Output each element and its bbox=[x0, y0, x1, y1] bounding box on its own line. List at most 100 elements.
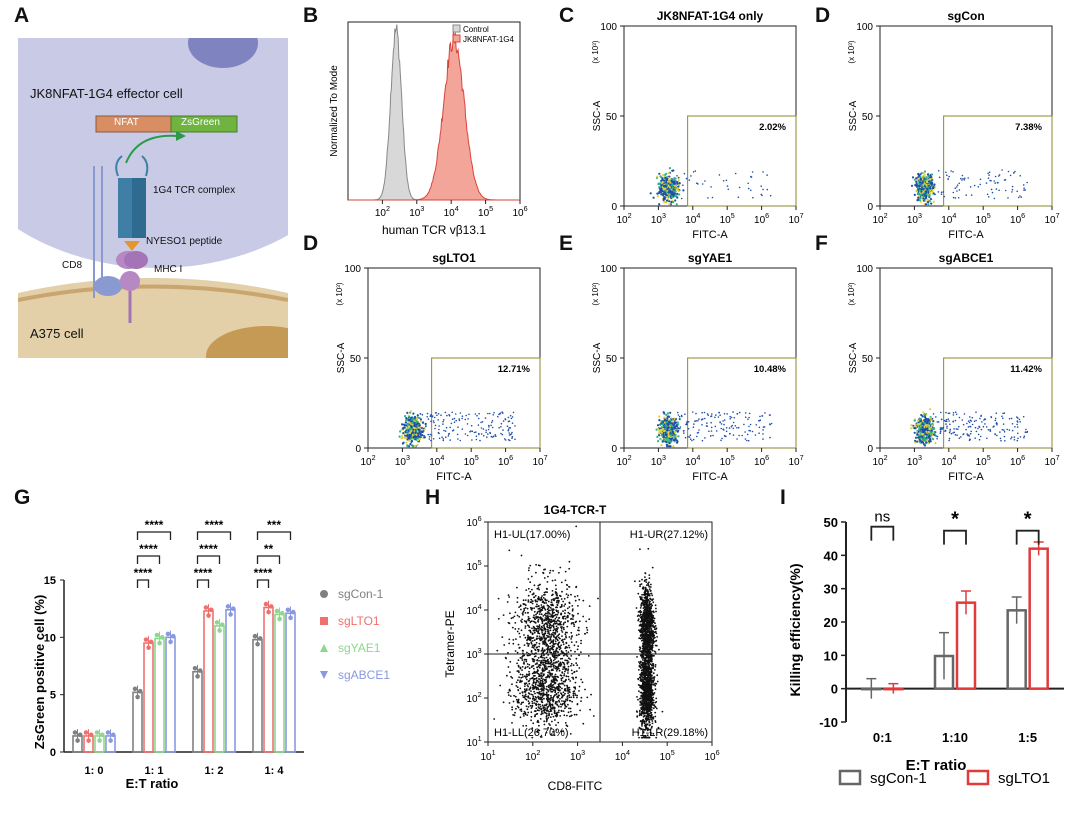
h-event-dot bbox=[541, 675, 543, 678]
g-bar bbox=[274, 613, 285, 753]
h-event-dot bbox=[555, 675, 557, 678]
flow-events bbox=[649, 167, 772, 206]
g-replicate-point bbox=[97, 738, 102, 743]
h-event-dot bbox=[533, 607, 535, 610]
h-event-dot bbox=[524, 599, 527, 601]
flow-event-dot bbox=[410, 437, 413, 440]
flow-event-dot bbox=[412, 436, 415, 439]
flow-gate bbox=[687, 357, 797, 449]
g-replicate-point bbox=[203, 605, 209, 610]
flow-event-dot bbox=[434, 427, 436, 430]
h-event-dot bbox=[546, 710, 548, 712]
flow-event-dot bbox=[930, 176, 933, 179]
h-event-dot bbox=[550, 696, 553, 699]
flow-event-dot bbox=[666, 415, 670, 418]
flow-event-dot bbox=[747, 418, 749, 420]
h-event-dot bbox=[515, 681, 518, 684]
flow-event-dot bbox=[658, 415, 661, 418]
cartoon-panel: JK8NFAT-1G4 effector cell NFAT ZsGreen 1… bbox=[18, 38, 288, 358]
flow-event-dot bbox=[986, 193, 989, 196]
h-event-dot bbox=[546, 651, 549, 654]
flow-event-dot bbox=[410, 440, 413, 443]
flow-event-dot bbox=[1017, 421, 1019, 423]
h-event-dot bbox=[526, 654, 529, 657]
flow-event-dot bbox=[418, 438, 421, 441]
flow-gate-percent: 7.38% bbox=[1015, 122, 1042, 133]
flow-event-dot bbox=[485, 429, 487, 432]
flow-event-dot bbox=[957, 428, 959, 430]
h-event-dot bbox=[527, 692, 530, 694]
h-event-dot bbox=[551, 688, 554, 691]
g-significance-label: **** bbox=[139, 542, 158, 556]
h-event-dot bbox=[536, 691, 539, 694]
target-nucleus bbox=[206, 326, 288, 358]
h-event-dot bbox=[560, 693, 563, 696]
h-event-dot bbox=[532, 688, 534, 690]
target-cell-label: A375 cell bbox=[30, 326, 84, 341]
flow-event-dot bbox=[427, 418, 430, 420]
h-event-dot bbox=[542, 692, 545, 695]
flow-event-dot bbox=[929, 198, 933, 201]
h-event-dot bbox=[554, 687, 557, 690]
h-event-dot bbox=[541, 685, 544, 688]
flow-event-dot bbox=[682, 184, 684, 186]
flow-event-dot bbox=[704, 180, 706, 182]
flow-event-dot bbox=[678, 415, 681, 418]
tcr-complex-label: 1G4 TCR complex bbox=[153, 185, 236, 196]
h-event-dot bbox=[550, 625, 553, 627]
flow-event-dot bbox=[676, 182, 679, 185]
flow-event-dot bbox=[679, 426, 682, 428]
h-event-dot bbox=[575, 586, 577, 589]
h-event-dot bbox=[568, 646, 571, 649]
h-event-dot bbox=[528, 617, 531, 620]
h-event-dot bbox=[543, 666, 546, 669]
flow-event-dot bbox=[748, 416, 750, 419]
h-event-dot bbox=[550, 634, 553, 636]
h-event-dot bbox=[552, 646, 554, 649]
h-event-dot bbox=[543, 601, 545, 604]
h-event-dot bbox=[560, 598, 563, 600]
h-event-dot bbox=[545, 668, 548, 671]
h-event-dot bbox=[557, 691, 560, 694]
h-event-dot bbox=[547, 697, 550, 699]
h-event-dot bbox=[531, 644, 534, 647]
h-event-dot bbox=[532, 632, 534, 635]
flow-event-dot bbox=[688, 436, 691, 438]
h-event-dot bbox=[511, 708, 514, 711]
flow-event-dot bbox=[956, 184, 959, 186]
h-event-dot bbox=[537, 665, 540, 668]
h-event-dot bbox=[561, 687, 563, 690]
h-event-dot bbox=[574, 694, 577, 696]
flow-event-dot bbox=[466, 423, 469, 425]
flow-event-dot bbox=[926, 201, 930, 204]
h-event-dot bbox=[536, 603, 538, 606]
h-event-dot bbox=[538, 729, 541, 732]
h-event-dot bbox=[520, 708, 523, 711]
h-event-dot bbox=[531, 694, 534, 696]
h-event-dot bbox=[579, 709, 581, 712]
flow-event-dot bbox=[955, 413, 958, 416]
flow-event-dot bbox=[919, 193, 922, 196]
h-event-dot bbox=[548, 713, 551, 716]
flow-event-dot bbox=[971, 416, 974, 419]
flow-x-tick-label: 105 bbox=[464, 453, 479, 468]
flow-event-dot bbox=[436, 414, 438, 417]
h-event-dot bbox=[563, 615, 566, 618]
flow-event-dot bbox=[689, 438, 692, 440]
h-event-dot bbox=[535, 646, 538, 649]
h-event-dot bbox=[551, 707, 554, 710]
h-event-dot bbox=[561, 657, 564, 660]
flow-event-dot bbox=[921, 433, 924, 436]
h-event-dot bbox=[568, 688, 571, 691]
h-event-dot bbox=[539, 628, 542, 630]
h-event-dot bbox=[543, 697, 545, 700]
flow-event-dot bbox=[672, 201, 675, 204]
flow-event-dot bbox=[975, 419, 977, 422]
flow-event-dot bbox=[406, 445, 409, 448]
h-event-dot bbox=[543, 654, 545, 657]
flow-event-dot bbox=[416, 432, 419, 435]
h-event-dot bbox=[542, 597, 545, 599]
flow-event-dot bbox=[1002, 412, 1004, 415]
flow-event-dot bbox=[425, 425, 427, 428]
